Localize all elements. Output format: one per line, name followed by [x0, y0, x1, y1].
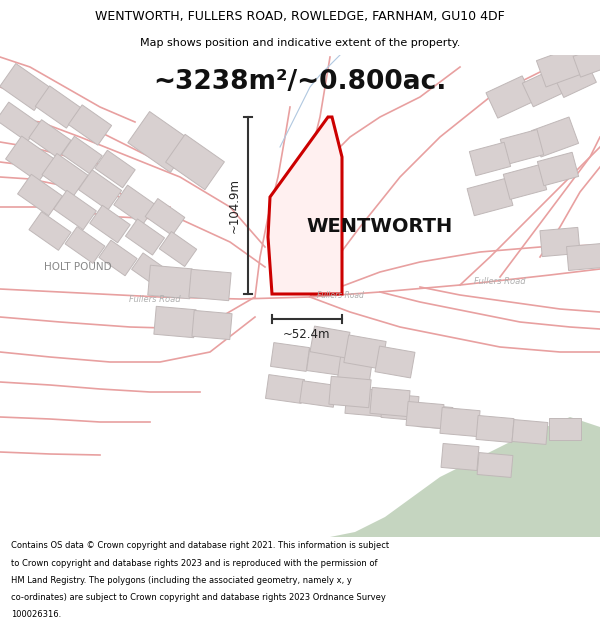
Text: Fullers Road: Fullers Road [317, 291, 364, 299]
Polygon shape [512, 419, 548, 444]
Polygon shape [192, 311, 232, 339]
Polygon shape [299, 381, 337, 408]
Polygon shape [554, 61, 596, 98]
Polygon shape [53, 190, 97, 230]
Polygon shape [42, 154, 88, 196]
Text: ~52.4m: ~52.4m [283, 329, 331, 341]
Polygon shape [166, 134, 224, 190]
Text: 100026316.: 100026316. [11, 610, 61, 619]
Polygon shape [375, 346, 415, 378]
Polygon shape [17, 174, 62, 216]
Polygon shape [440, 408, 480, 437]
Polygon shape [99, 240, 137, 276]
Text: Fullers Road: Fullers Road [474, 278, 526, 286]
Polygon shape [62, 136, 102, 174]
Polygon shape [338, 356, 373, 382]
Polygon shape [486, 76, 534, 118]
Text: WENTWORTH, FULLERS ROAD, ROWLEDGE, FARNHAM, GU10 4DF: WENTWORTH, FULLERS ROAD, ROWLEDGE, FARNH… [95, 10, 505, 23]
Polygon shape [500, 129, 544, 164]
Polygon shape [128, 111, 192, 173]
Polygon shape [114, 185, 156, 225]
Polygon shape [566, 244, 600, 271]
Text: Fullers Road: Fullers Road [129, 294, 181, 304]
Polygon shape [538, 152, 578, 186]
Polygon shape [406, 401, 444, 429]
Polygon shape [467, 178, 513, 216]
Polygon shape [0, 102, 40, 142]
Polygon shape [29, 212, 71, 251]
Polygon shape [370, 388, 410, 417]
Polygon shape [330, 417, 600, 537]
Polygon shape [271, 342, 310, 371]
Polygon shape [381, 394, 419, 421]
Polygon shape [266, 374, 304, 403]
Polygon shape [5, 136, 55, 182]
Polygon shape [154, 306, 196, 338]
Polygon shape [573, 47, 600, 77]
Polygon shape [522, 68, 568, 107]
Polygon shape [476, 416, 514, 442]
Text: Map shows position and indicative extent of the property.: Map shows position and indicative extent… [140, 38, 460, 48]
Polygon shape [29, 119, 71, 158]
Text: WENTWORTH: WENTWORTH [307, 217, 453, 236]
Polygon shape [268, 117, 342, 294]
Polygon shape [79, 170, 122, 210]
Text: ~3238m²/~0.800ac.: ~3238m²/~0.800ac. [154, 69, 446, 95]
Polygon shape [532, 117, 578, 157]
Polygon shape [189, 269, 231, 301]
Text: HOLT POUND: HOLT POUND [44, 262, 112, 272]
Polygon shape [469, 142, 511, 176]
Polygon shape [441, 444, 479, 471]
Polygon shape [329, 376, 371, 408]
Polygon shape [549, 418, 581, 440]
Polygon shape [148, 265, 192, 299]
Text: Contains OS data © Crown copyright and database right 2021. This information is : Contains OS data © Crown copyright and d… [11, 541, 389, 551]
Polygon shape [477, 452, 513, 478]
Polygon shape [536, 47, 584, 87]
Text: HM Land Registry. The polygons (including the associated geometry, namely x, y: HM Land Registry. The polygons (includin… [11, 576, 352, 585]
Polygon shape [0, 64, 50, 111]
Polygon shape [417, 404, 453, 429]
Polygon shape [68, 105, 112, 145]
Text: ~104.9m: ~104.9m [227, 178, 241, 233]
Polygon shape [159, 231, 197, 266]
Polygon shape [65, 227, 105, 263]
Polygon shape [307, 349, 343, 375]
Polygon shape [503, 164, 547, 199]
Polygon shape [90, 205, 130, 242]
Polygon shape [125, 219, 164, 255]
Text: co-ordinates) are subject to Crown copyright and database rights 2023 Ordnance S: co-ordinates) are subject to Crown copyr… [11, 593, 386, 602]
Polygon shape [35, 86, 81, 128]
Polygon shape [540, 228, 580, 257]
Polygon shape [310, 326, 350, 358]
Polygon shape [145, 199, 185, 236]
Text: to Crown copyright and database rights 2023 and is reproduced with the permissio: to Crown copyright and database rights 2… [11, 559, 377, 568]
Polygon shape [344, 335, 386, 369]
Polygon shape [95, 150, 135, 188]
Polygon shape [131, 253, 169, 287]
Polygon shape [345, 388, 385, 417]
